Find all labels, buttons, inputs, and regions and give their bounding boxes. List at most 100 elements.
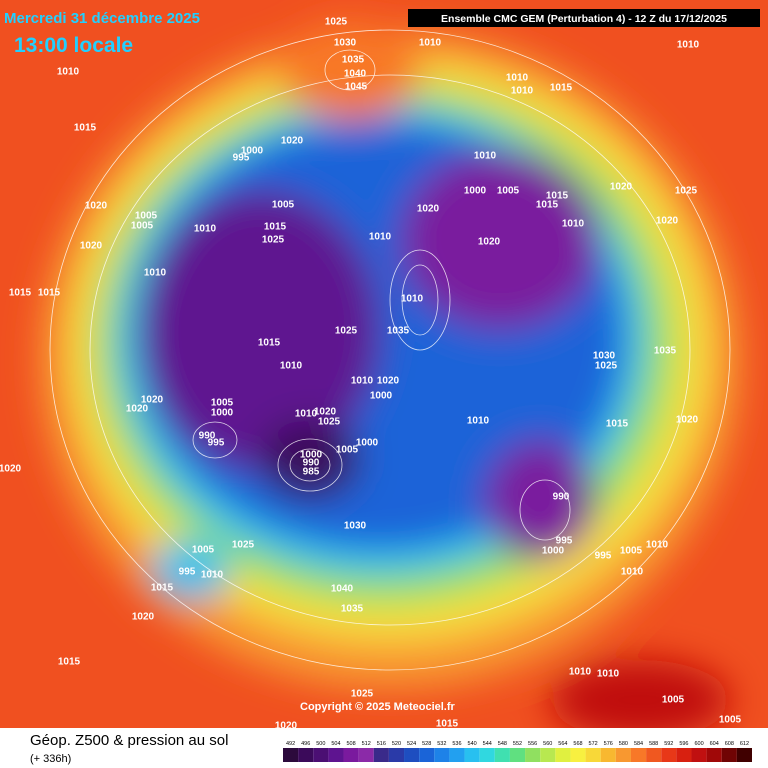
isobar-label: 1020 (80, 241, 103, 252)
colorbar-label: 612 (740, 741, 749, 747)
isobar-label: 1000 (300, 450, 323, 461)
isobar-label: 1020 (132, 612, 155, 623)
colorbar-swatch (600, 748, 616, 762)
isobar-label: 1000 (356, 438, 379, 449)
colorbar-swatch (419, 748, 435, 762)
isobar-label: 1000 (211, 408, 234, 419)
isobar-label: 1035 (342, 55, 365, 66)
colorbar-swatch (525, 748, 541, 762)
colorbar-swatch (646, 748, 662, 762)
isobar-label: 1005 (131, 221, 154, 232)
isobar-label: 1010 (280, 361, 303, 372)
colorbar-swatch (540, 748, 556, 762)
colorbar-label: 572 (589, 741, 598, 747)
colorbar-swatch (328, 748, 344, 762)
colorbar-swatch (691, 748, 707, 762)
isobar-label: 1020 (656, 216, 679, 227)
isobar-label: 1025 (232, 540, 255, 551)
isobar-label: 1020 (126, 404, 149, 415)
isobar-label: 1020 (377, 376, 400, 387)
isobar-label: 985 (303, 467, 320, 478)
colorbar-swatch (358, 748, 374, 762)
date-label: Mercredi 31 décembre 2025 (4, 10, 200, 27)
isobar-label: 1025 (351, 689, 374, 700)
colorbar-swatch (373, 748, 389, 762)
run-box (408, 9, 760, 27)
isobar-label: 1010 (621, 567, 644, 578)
colorbar-swatch (464, 748, 480, 762)
isobar-label: 1005 (135, 211, 158, 222)
colorbar-swatch (721, 748, 737, 762)
isobar-label: 1015 (38, 288, 61, 299)
isobar-label: 995 (595, 551, 612, 562)
footer-lead: (+ 336h) (30, 753, 71, 765)
map-field (0, 0, 768, 740)
colorbar-swatch (585, 748, 601, 762)
isobar-label: 1025 (325, 17, 348, 28)
isobar-label: 1010 (57, 67, 80, 78)
colorbar-swatch (343, 748, 359, 762)
colorbar-swatch (298, 748, 314, 762)
isobar-label: 1025 (262, 235, 285, 246)
colorbar-label: 544 (483, 741, 492, 747)
isobar-label: 1000 (241, 146, 264, 157)
colorbar-swatch (676, 748, 692, 762)
colorbar-label: 524 (407, 741, 416, 747)
isobar-label: 1030 (334, 38, 357, 49)
isobar-label: 1005 (211, 398, 234, 409)
copyright: Copyright © 2025 Meteociel.fr (300, 701, 456, 713)
isobar-label: 1020 (478, 237, 501, 248)
colorbar-swatch (388, 748, 405, 762)
isobar-label: 995 (233, 153, 250, 164)
colorbar-label: 584 (634, 741, 643, 747)
colorbar-swatch (509, 748, 526, 762)
colorbar-label: 536 (452, 741, 461, 747)
colorbar-label: 604 (710, 741, 719, 747)
isobar-label: 1035 (387, 326, 410, 337)
isobar-label: 1010 (369, 232, 392, 243)
isobar-label: 1025 (335, 326, 358, 337)
isobar-label: 990 (199, 431, 216, 442)
colorbar-label: 576 (604, 741, 613, 747)
colorbar-label: 520 (392, 741, 401, 747)
colorbar-swatch (313, 748, 329, 762)
isobar-label: 995 (179, 567, 196, 578)
isobar-label: 1010 (194, 224, 217, 235)
isobar-label: 1015 (264, 222, 287, 233)
isobar-label: 1020 (314, 407, 337, 418)
colorbar-label: 496 (301, 741, 310, 747)
isobar-label: 1010 (401, 294, 424, 305)
isobar-label: 1005 (497, 186, 520, 197)
colorbar-swatch (494, 748, 510, 762)
colorbar-label: 532 (437, 741, 446, 747)
isobar-label: 1010 (646, 540, 669, 551)
isobar-label: 1005 (719, 715, 742, 726)
isobar-label: 1010 (467, 416, 490, 427)
colorbar-label: 556 (528, 741, 537, 747)
colorbar-swatch (479, 748, 495, 762)
isobar-label: 1015 (536, 200, 559, 211)
isobar-label: 1000 (464, 186, 487, 197)
colorbar-swatch (404, 748, 420, 762)
colorbar-label: 508 (346, 741, 355, 747)
colorbar-label: 568 (573, 741, 582, 747)
isobar-label: 1035 (341, 604, 364, 615)
isobar-label: 1015 (436, 719, 459, 730)
colorbar-swatch (555, 748, 571, 762)
isobar-label: 1010 (295, 409, 318, 420)
colorbar-label: 504 (331, 741, 340, 747)
isobar-label: 1015 (546, 191, 569, 202)
isobar-label: 1025 (318, 417, 341, 428)
isobar-label: 1000 (542, 546, 565, 557)
isobar-label: 1020 (610, 182, 633, 193)
colorbar-label: 608 (725, 741, 734, 747)
colorbar-swatch (615, 748, 631, 762)
colorbar-label: 560 (543, 741, 552, 747)
colorbar-label: 592 (664, 741, 673, 747)
isobar-label: 1035 (654, 346, 677, 357)
isobar-label: 1005 (336, 445, 359, 456)
isobar-label: 1020 (676, 415, 699, 426)
isobar-label: 1005 (192, 545, 215, 556)
